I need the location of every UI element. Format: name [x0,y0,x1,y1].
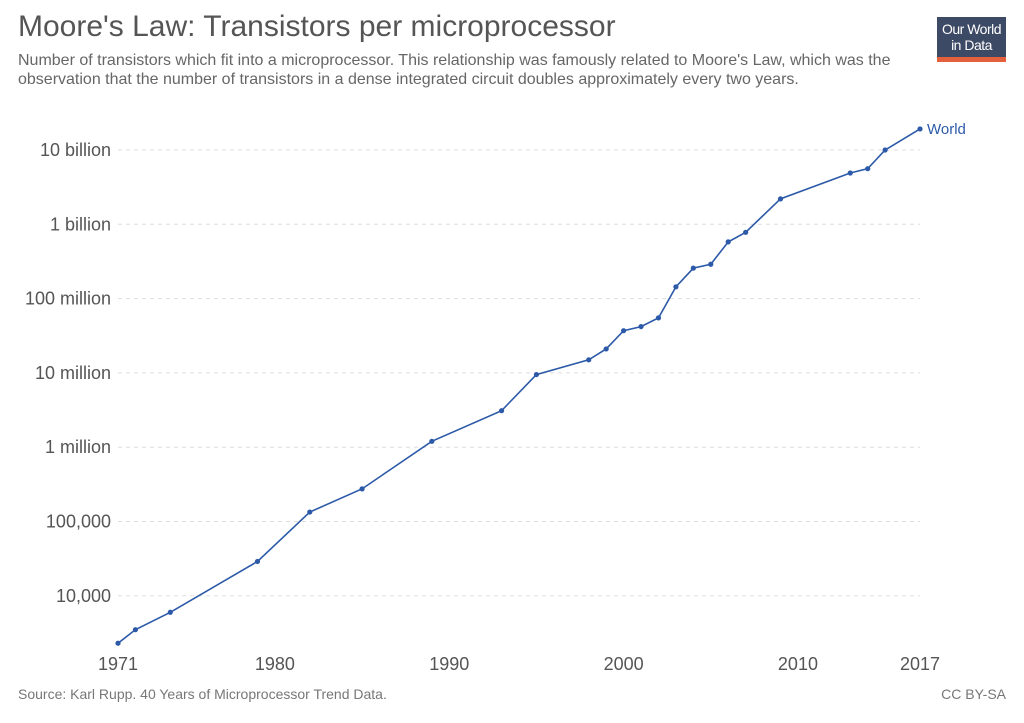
data-point [603,346,609,352]
chart-title: Moore's Law: Transistors per microproces… [18,10,616,43]
data-point [533,371,540,378]
logo-line2: in Data [951,37,992,53]
data-point [254,558,261,565]
y-tick-label: 100,000 [46,512,111,532]
data-point [586,357,592,363]
x-tick-label: 2017 [900,654,940,674]
y-tick-label: 10 million [35,363,111,383]
data-point [673,284,679,290]
data-point [708,261,714,267]
data-point [847,170,853,176]
data-point [725,239,731,245]
data-point [743,229,749,235]
data-point [777,196,784,202]
data-point [498,408,505,414]
x-tick-label: 1971 [98,654,138,674]
x-tick-label: 1980 [255,654,295,674]
data-point [690,265,696,271]
data-point [115,640,121,646]
source-note[interactable]: Source: Karl Rupp. 40 Years of Microproc… [18,686,387,702]
logo-line1: Our World [941,21,1002,37]
data-point [882,147,888,153]
y-tick-label: 100 million [25,289,111,309]
y-tick-label: 10 billion [40,140,111,160]
license[interactable]: CC BY-SA [941,686,1006,702]
owid-logo[interactable]: Our World in Data [937,17,1006,62]
x-tick-label: 2000 [604,654,644,674]
data-point [621,328,627,334]
data-point [865,166,871,172]
data-point [132,627,139,633]
y-tick-label: 1 billion [50,214,111,234]
data-point [655,315,662,321]
chart-subtitle: Number of transistors which fit into a m… [18,52,891,88]
y-tick-label: 10,000 [56,586,111,606]
data-point [359,486,365,492]
series-label: World [927,121,966,138]
logo-accent-bar [937,57,1006,62]
data-point [307,509,313,515]
y-tick-label: 1 million [45,437,111,457]
data-point [167,609,173,615]
data-point [638,323,644,330]
data-point [917,126,923,132]
series-line [117,128,921,644]
data-point [429,438,435,444]
x-tick-label: 2010 [778,654,818,674]
x-tick-label: 1990 [429,654,469,674]
